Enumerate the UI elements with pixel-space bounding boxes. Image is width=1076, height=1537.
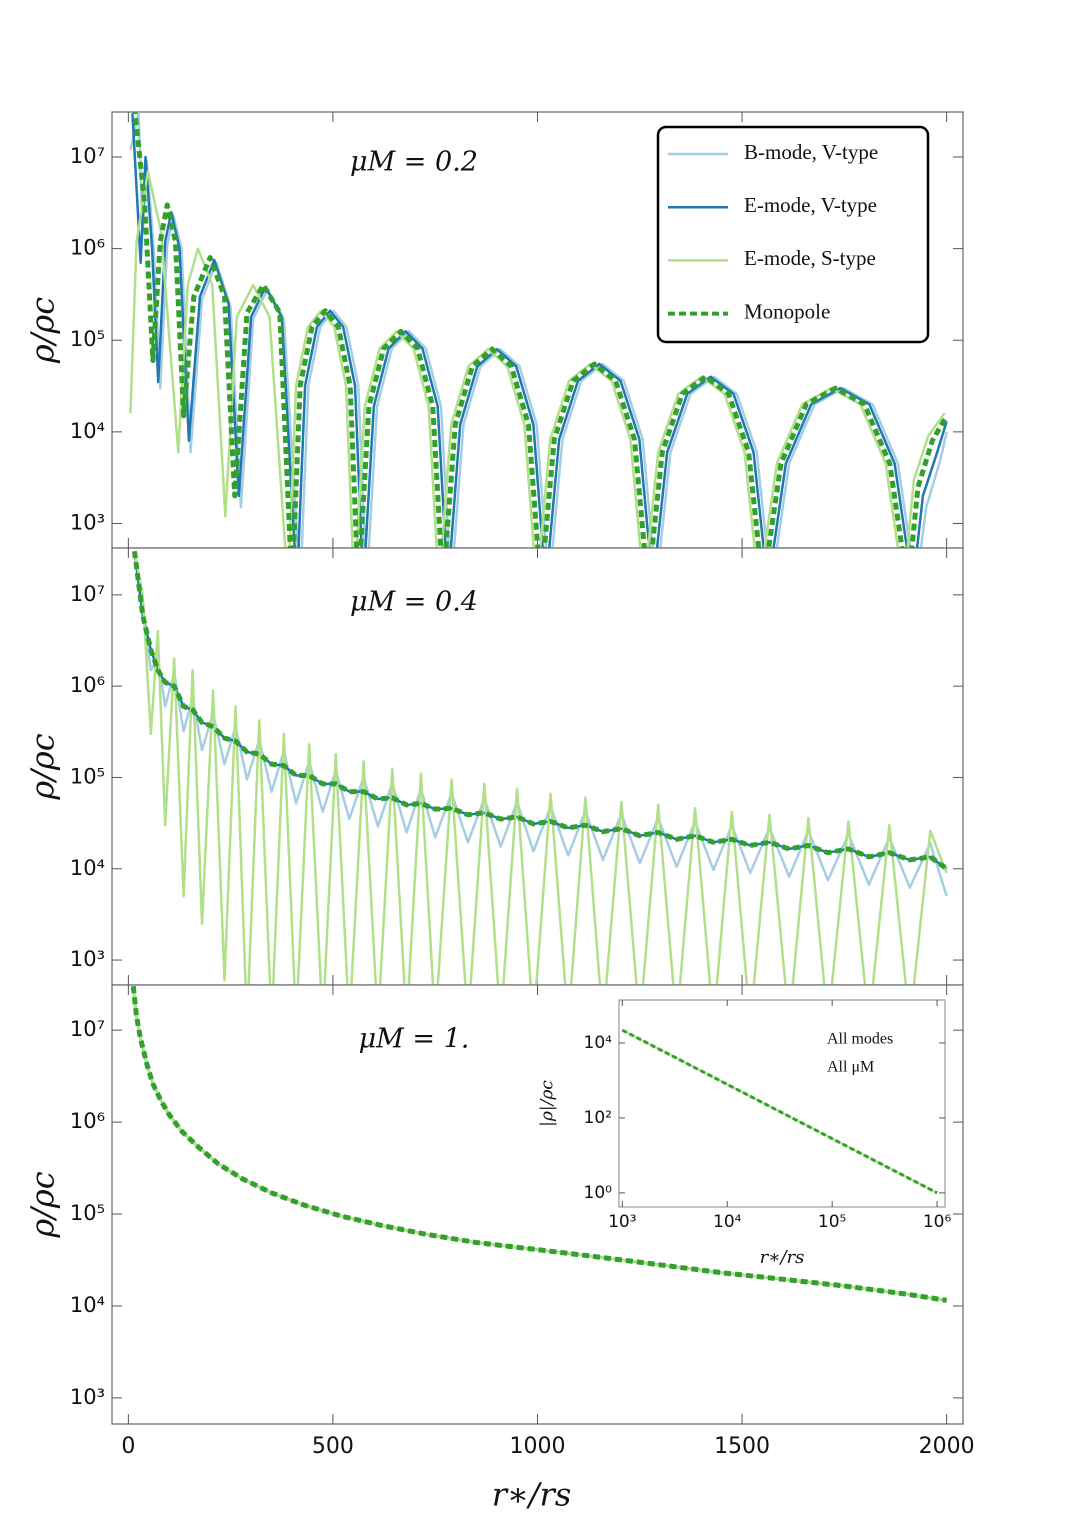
- line: [129, 112, 948, 548]
- series-group: [129, 112, 949, 548]
- plot-frame: [111, 547, 964, 986]
- x-tick-label: 0: [121, 1434, 135, 1459]
- series-group: [621, 1028, 938, 1195]
- x-axis-label: r∗/rs: [492, 1476, 572, 1514]
- x-tick-label: 1500: [714, 1434, 770, 1459]
- y-tick-label: 10⁴: [584, 1033, 613, 1053]
- legend-label: Monopole: [744, 299, 830, 323]
- series-group: [132, 550, 949, 985]
- y-tick-label: 10⁴: [70, 856, 105, 880]
- y-axis-label: |ρ|/ρc: [538, 1080, 558, 1127]
- y-tick-label: 10²: [584, 1108, 612, 1128]
- annotation: μM = 1.: [359, 1024, 470, 1055]
- x-tick-label: 10⁶: [923, 1212, 952, 1232]
- x-axis-label: r∗/rs: [760, 1247, 805, 1268]
- annotation: μM = 0.2: [350, 147, 478, 178]
- line: [133, 551, 948, 985]
- annotation: μM = 0.4: [350, 587, 478, 618]
- plot-frame: [618, 999, 946, 1208]
- legend-label: E-mode, V-type: [744, 193, 877, 217]
- x-tick-label: 10⁴: [713, 1212, 742, 1232]
- y-tick-label: 10⁵: [70, 1201, 105, 1225]
- x-tick-label: 10⁵: [818, 1212, 846, 1232]
- y-axis-label: ρ/ρc: [24, 1171, 62, 1238]
- line: [133, 551, 948, 870]
- dashed-line: [621, 1028, 938, 1195]
- y-tick-label: 10⁵: [70, 764, 105, 788]
- y-tick-label: 10⁶: [70, 1109, 105, 1133]
- y-tick-label: 10⁰: [584, 1183, 613, 1203]
- y-tick-label: 10⁶: [70, 236, 105, 260]
- y-tick-label: 10³: [70, 1385, 105, 1409]
- x-tick-label: 10³: [608, 1212, 636, 1232]
- y-tick-label: 10³: [70, 510, 105, 534]
- x-tick-label: 2000: [919, 1434, 975, 1459]
- y-axis-label: ρ/ρc: [24, 297, 62, 364]
- y-tick-label: 10⁷: [70, 582, 105, 606]
- legend-label: E-mode, S-type: [744, 246, 876, 270]
- series-group: [130, 986, 948, 1303]
- x-tick-label: 500: [312, 1434, 354, 1459]
- annotation: All μM: [827, 1059, 874, 1076]
- legend-box: [656, 125, 930, 344]
- x-tick-label: 1000: [510, 1434, 566, 1459]
- y-tick-label: 10⁴: [70, 1293, 105, 1317]
- y-tick-label: 10³: [70, 947, 105, 971]
- legend-label: B-mode, V-type: [744, 140, 878, 164]
- annotation: All modes: [827, 1031, 893, 1048]
- dashed-line: [132, 112, 949, 548]
- y-tick-label: 10⁷: [70, 1017, 105, 1041]
- y-tick-label: 10⁷: [70, 144, 105, 168]
- dashed-line: [130, 986, 948, 1303]
- line: [131, 113, 948, 548]
- y-tick-label: 10⁴: [70, 419, 105, 443]
- y-tick-label: 10⁶: [70, 673, 105, 697]
- y-tick-label: 10⁵: [70, 327, 105, 351]
- y-axis-label: ρ/ρc: [24, 733, 62, 800]
